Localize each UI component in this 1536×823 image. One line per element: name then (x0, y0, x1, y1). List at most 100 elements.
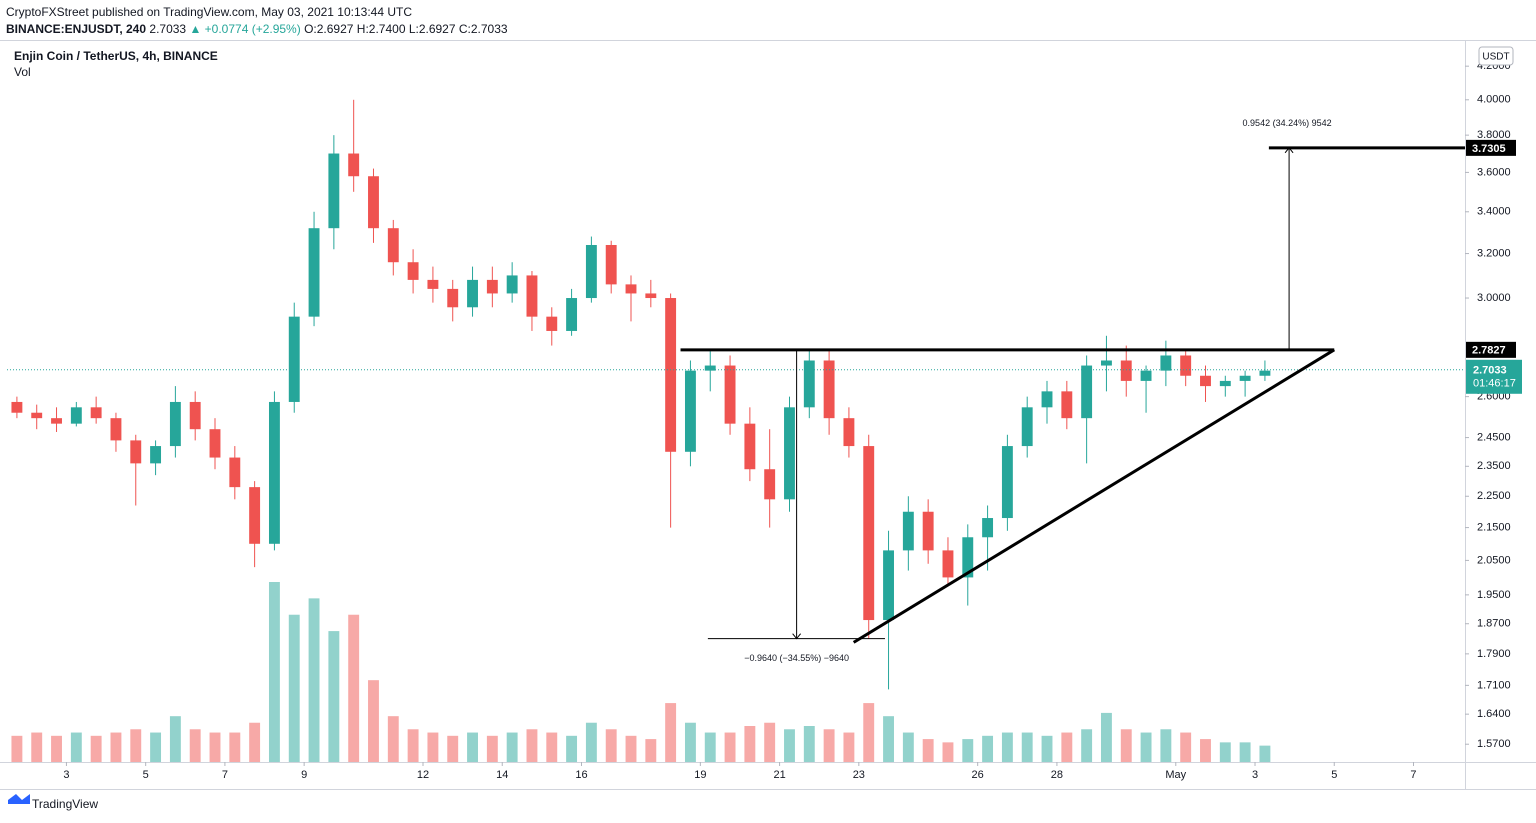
y-tick-label: 3.4000 (1477, 206, 1511, 218)
candle-body (883, 550, 894, 621)
candle-body (90, 407, 102, 419)
symbol: BINANCE:ENJUSDT, 240 (6, 22, 147, 36)
volume-bar (982, 735, 994, 762)
candle-body (169, 401, 181, 447)
y-tick-label: 3.0000 (1477, 292, 1511, 304)
volume-bar (585, 722, 597, 762)
volume-bar (1219, 742, 1231, 762)
volume-bar (1100, 712, 1112, 762)
x-tick-label: 26 (972, 769, 984, 781)
price-label: 2.7827 (1472, 345, 1506, 357)
volume-bar (962, 739, 974, 762)
candle-body (1200, 375, 1211, 387)
volume-bar (1081, 729, 1093, 762)
volume-label: Vol (14, 65, 31, 79)
y-tick-label: 3.8000 (1477, 129, 1511, 141)
volume-bar (625, 735, 637, 762)
volume-bar (308, 598, 320, 762)
volume-bar (1021, 732, 1033, 762)
candle-body (288, 316, 300, 402)
x-tick-label: 9 (301, 769, 307, 781)
volume-bar (467, 732, 478, 762)
volume-bar (784, 729, 795, 762)
brand: TradingView (32, 797, 98, 811)
candle-body (368, 176, 379, 229)
volume-bar (407, 729, 419, 762)
volume-bar (51, 735, 62, 762)
y-tick-label: 1.6400 (1477, 708, 1511, 720)
volume-bar (387, 716, 399, 762)
y-tick-label: 1.7900 (1477, 648, 1511, 660)
volume-bar (1061, 732, 1073, 762)
y-tick-label: 3.6000 (1477, 166, 1511, 178)
candle-body (724, 365, 736, 424)
volume-bar (229, 732, 241, 762)
volume-bar (427, 732, 439, 762)
candle-body (1180, 355, 1192, 376)
candle-body (1061, 391, 1073, 419)
candle-body (407, 262, 419, 280)
candle-body (11, 401, 23, 413)
volume-bar (526, 729, 538, 762)
candle-body (1041, 391, 1053, 408)
change-value: +0.0774 (+2.95%) (204, 22, 301, 36)
y-tick-label: 1.9500 (1477, 589, 1511, 601)
candle-body (1219, 380, 1231, 387)
y-tick-label: 4.0000 (1477, 94, 1511, 106)
current-price: 2.7033 (1473, 365, 1507, 377)
volume-bar (1259, 745, 1271, 762)
volume-bar (704, 732, 716, 762)
x-tick-label: May (1165, 769, 1186, 781)
volume-bar (150, 732, 162, 762)
candle-body (130, 440, 142, 464)
y-tick-label: 2.2500 (1477, 490, 1511, 502)
volume-bar (902, 732, 914, 762)
volume-bar (486, 735, 498, 762)
candle-body (1120, 360, 1132, 381)
x-tick-label: 5 (1331, 769, 1337, 781)
y-tick-label: 1.7100 (1477, 679, 1511, 691)
countdown: 01:46:17 (1473, 378, 1516, 390)
candle-body (447, 288, 459, 308)
volume-bar (645, 739, 657, 762)
x-tick-label: 21 (773, 769, 785, 781)
price-box (1466, 359, 1522, 394)
candle-body (902, 511, 914, 551)
candle-body (189, 401, 201, 430)
publisher: CryptoFXStreet published on TradingView.… (6, 5, 413, 19)
volume-bar (843, 732, 855, 762)
y-tick-label: 2.0500 (1477, 554, 1511, 566)
candle-body (982, 518, 994, 538)
symbol-line: BINANCE:ENJUSDT, 240 2.7033 ▲ +0.0774 (+… (6, 21, 508, 38)
candle-body (764, 469, 776, 500)
volume-bar (288, 614, 300, 762)
candle-body (803, 360, 815, 408)
volume-bar (744, 726, 756, 762)
volume-bar (883, 716, 894, 762)
volume-bar (942, 742, 954, 762)
volume-bar (863, 703, 875, 762)
volume-bar (724, 732, 736, 762)
candle-body (1140, 370, 1152, 381)
x-tick-label: 3 (63, 769, 69, 781)
x-tick-label: 7 (222, 769, 228, 781)
volume-bar (249, 722, 261, 762)
candle-body (1259, 370, 1271, 376)
volume-bar (566, 735, 578, 762)
measure-label: 0.9542 (34.24%) 9542 (1243, 118, 1332, 128)
x-tick-label: 5 (143, 769, 149, 781)
price-box (1466, 139, 1516, 156)
candle-body (348, 153, 360, 177)
candle-body (566, 298, 578, 331)
candle-body (962, 537, 974, 578)
candle-body (467, 279, 478, 308)
candle-body (665, 298, 677, 452)
y-tick-label: 2.3500 (1477, 460, 1511, 472)
candle-body (863, 446, 875, 621)
candle-body (110, 418, 122, 441)
volume-bar (11, 735, 23, 762)
candle-body (387, 228, 399, 263)
x-tick-label: 28 (1051, 769, 1063, 781)
header: CryptoFXStreet published on TradingView.… (6, 4, 508, 38)
candle-body (268, 401, 280, 544)
